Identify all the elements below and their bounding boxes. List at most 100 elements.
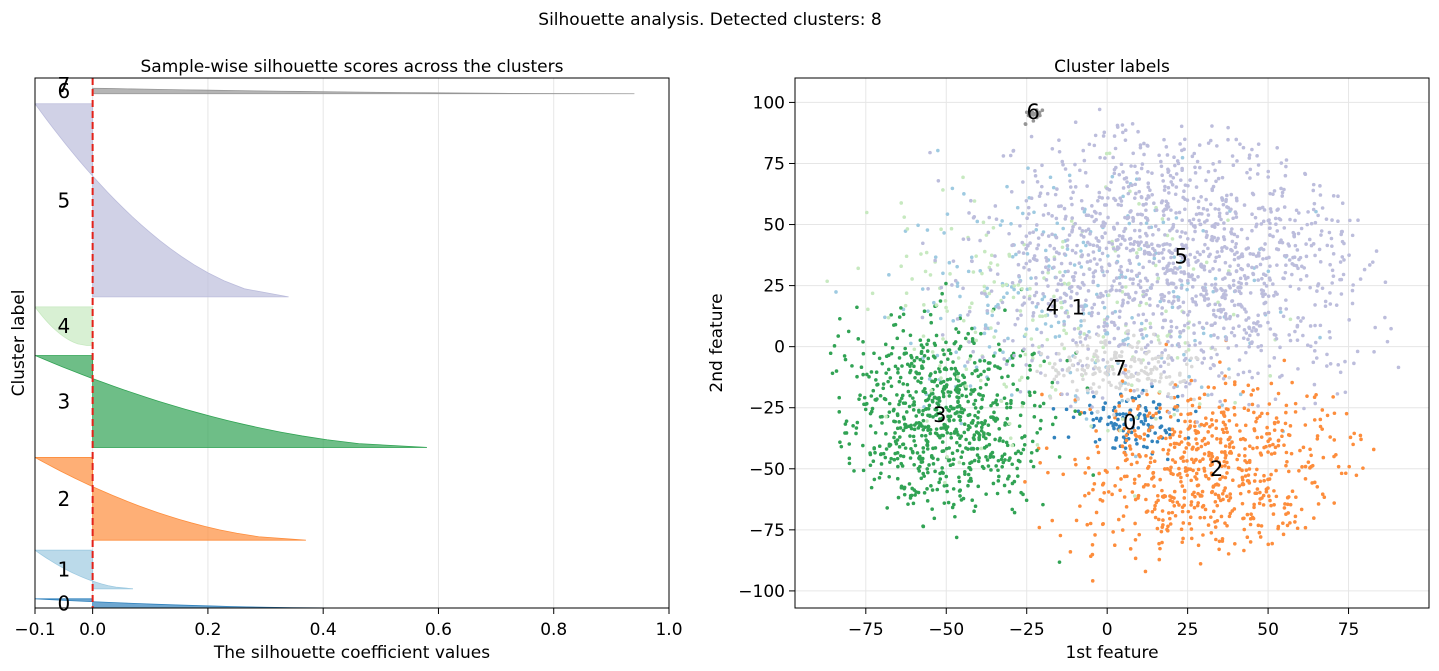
scatter-point-cluster-5 bbox=[1119, 242, 1123, 247]
scatter-point-cluster-5 bbox=[1187, 274, 1191, 279]
scatter-point-cluster-2 bbox=[1267, 444, 1272, 448]
scatter-point-cluster-1 bbox=[947, 260, 952, 265]
scatter-point-cluster-2 bbox=[1246, 408, 1251, 412]
scatter-point-cluster-5 bbox=[1079, 198, 1084, 203]
scatter-point-cluster-2 bbox=[1094, 429, 1098, 433]
scatter-point-cluster-5 bbox=[1040, 163, 1044, 168]
scatter-point-cluster-2 bbox=[1232, 405, 1236, 410]
scatter-point-cluster-3 bbox=[954, 535, 959, 540]
scatter-point-cluster-4 bbox=[886, 315, 891, 320]
scatter-point-cluster-7 bbox=[1053, 368, 1058, 372]
scatter-point-cluster-3 bbox=[942, 352, 946, 357]
scatter-point-cluster-4 bbox=[1156, 276, 1160, 281]
scatter-point-cluster-4 bbox=[884, 414, 888, 419]
scatter-point-cluster-4 bbox=[971, 270, 976, 274]
scatter-point-cluster-2 bbox=[1172, 430, 1177, 434]
scatter-point-cluster-2 bbox=[1288, 521, 1292, 525]
scatter-point-cluster-5 bbox=[1212, 235, 1217, 240]
scatter-point-cluster-2 bbox=[1194, 437, 1198, 441]
scatter-point-cluster-7 bbox=[1109, 383, 1113, 388]
scatter-point-cluster-5 bbox=[1203, 296, 1207, 301]
scatter-point-cluster-5 bbox=[1161, 243, 1165, 247]
scatter-point-cluster-5 bbox=[1079, 233, 1084, 237]
scatter-point-cluster-0 bbox=[1168, 432, 1172, 437]
scatter-point-cluster-1 bbox=[1174, 216, 1179, 220]
scatter-point-cluster-3 bbox=[958, 494, 962, 498]
scatter-y-tick-label: −25 bbox=[749, 399, 785, 419]
scatter-point-cluster-5 bbox=[1278, 306, 1283, 311]
scatter-point-cluster-3 bbox=[921, 524, 926, 529]
scatter-point-cluster-5 bbox=[1248, 176, 1252, 180]
scatter-point-cluster-2 bbox=[1220, 536, 1225, 541]
scatter-point-cluster-3 bbox=[976, 374, 981, 379]
scatter-point-cluster-2 bbox=[1144, 454, 1148, 458]
scatter-point-cluster-5 bbox=[1091, 280, 1096, 285]
scatter-point-cluster-0 bbox=[1129, 417, 1134, 422]
scatter-point-cluster-7 bbox=[1150, 357, 1155, 361]
scatter-point-cluster-5 bbox=[980, 355, 985, 359]
scatter-point-cluster-2 bbox=[1124, 453, 1128, 457]
scatter-point-cluster-4 bbox=[943, 480, 947, 485]
scatter-point-cluster-1 bbox=[920, 287, 925, 291]
scatter-point-cluster-2 bbox=[1177, 434, 1182, 439]
scatter-point-cluster-5 bbox=[1158, 364, 1163, 369]
scatter-point-cluster-5 bbox=[1142, 152, 1146, 157]
scatter-point-cluster-3 bbox=[893, 431, 897, 435]
scatter-point-cluster-4 bbox=[1023, 332, 1028, 337]
scatter-point-cluster-5 bbox=[1247, 344, 1252, 349]
scatter-point-cluster-3 bbox=[912, 439, 916, 443]
scatter-point-cluster-5 bbox=[1231, 326, 1236, 331]
scatter-point-cluster-3 bbox=[1001, 439, 1005, 444]
scatter-point-cluster-1 bbox=[1187, 374, 1191, 379]
scatter-point-cluster-3 bbox=[914, 390, 918, 394]
scatter-point-cluster-2 bbox=[1167, 511, 1171, 515]
scatter-point-cluster-5 bbox=[1062, 322, 1067, 327]
scatter-point-cluster-2 bbox=[1265, 411, 1270, 416]
scatter-point-cluster-2 bbox=[1151, 471, 1155, 475]
scatter-point-cluster-5 bbox=[1151, 312, 1156, 316]
scatter-point-cluster-3 bbox=[919, 349, 924, 354]
scatter-point-cluster-2 bbox=[1097, 471, 1101, 476]
scatter-point-cluster-5 bbox=[1170, 182, 1175, 187]
scatter-point-cluster-5 bbox=[1331, 252, 1336, 256]
scatter-point-cluster-5 bbox=[1268, 327, 1273, 331]
scatter-point-cluster-3 bbox=[1007, 490, 1012, 494]
scatter-point-cluster-3 bbox=[982, 369, 986, 374]
scatter-point-cluster-2 bbox=[1173, 405, 1177, 409]
scatter-point-cluster-5 bbox=[1123, 292, 1128, 297]
scatter-point-cluster-7 bbox=[1136, 341, 1140, 345]
scatter-point-cluster-5 bbox=[1063, 167, 1068, 171]
scatter-point-cluster-3 bbox=[925, 439, 930, 444]
scatter-point-cluster-1 bbox=[1084, 303, 1089, 308]
scatter-point-cluster-3 bbox=[890, 346, 895, 350]
scatter-point-cluster-4 bbox=[964, 367, 969, 372]
scatter-point-cluster-7 bbox=[1068, 358, 1073, 363]
scatter-point-cluster-5 bbox=[1131, 277, 1136, 281]
scatter-point-cluster-5 bbox=[1330, 281, 1334, 285]
scatter-point-cluster-7 bbox=[1075, 388, 1079, 393]
scatter-point-cluster-3 bbox=[915, 451, 920, 455]
scatter-point-cluster-5 bbox=[1177, 210, 1182, 215]
scatter-point-cluster-2 bbox=[1255, 445, 1259, 450]
scatter-point-cluster-3 bbox=[881, 382, 886, 386]
scatter-point-cluster-2 bbox=[1268, 498, 1272, 503]
scatter-point-cluster-5 bbox=[1284, 158, 1289, 162]
scatter-point-cluster-2 bbox=[1343, 471, 1348, 476]
scatter-point-cluster-5 bbox=[1331, 194, 1336, 198]
scatter-point-cluster-3 bbox=[986, 377, 990, 381]
scatter-point-cluster-3 bbox=[991, 481, 996, 486]
scatter-point-cluster-3 bbox=[920, 412, 925, 417]
scatter-point-cluster-5 bbox=[1211, 184, 1216, 189]
scatter-point-cluster-1 bbox=[909, 341, 913, 346]
scatter-point-cluster-3 bbox=[980, 397, 984, 402]
scatter-point-cluster-2 bbox=[1269, 452, 1274, 456]
scatter-point-cluster-3 bbox=[901, 442, 906, 447]
scatter-point-cluster-5 bbox=[1254, 224, 1258, 229]
scatter-point-cluster-5 bbox=[1100, 196, 1105, 200]
scatter-point-cluster-5 bbox=[1178, 142, 1182, 146]
scatter-point-cluster-4 bbox=[1023, 352, 1028, 357]
scatter-point-cluster-0 bbox=[1123, 422, 1127, 427]
scatter-point-cluster-3 bbox=[843, 357, 848, 362]
scatter-point-cluster-1 bbox=[1211, 289, 1216, 294]
silhouette-cluster-label: 2 bbox=[57, 487, 70, 511]
